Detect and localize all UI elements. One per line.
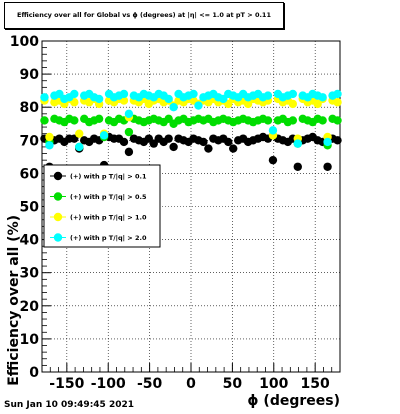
x-axis-label: ϕ (degrees) [247, 393, 340, 409]
y-tick-label: 70 [20, 133, 40, 149]
timestamp: Sun Jan 10 09:49:45 2021 [4, 400, 135, 410]
axis-ticks: 0 10 20 30 40 50 60 70 80 90 100 -150 -100 -50 0 50 100 1… [10, 34, 333, 392]
y-tick-label: 50 [20, 200, 40, 216]
data-point [333, 116, 342, 125]
y-tick-label: 90 [20, 67, 40, 83]
data-point [124, 127, 134, 137]
data-point [333, 136, 342, 145]
y-tick-label: 20 [20, 299, 40, 315]
data-point [199, 137, 208, 147]
data-point [45, 141, 54, 150]
data-point [45, 132, 54, 142]
legend-marker [53, 233, 63, 242]
legend-marker [53, 192, 63, 201]
data-point [333, 98, 342, 107]
data-point [293, 139, 302, 148]
data-point [94, 94, 104, 104]
data-points [40, 89, 342, 171]
x-tick-label: 50 [223, 376, 243, 392]
legend-marker [53, 171, 63, 181]
y-axis-label: Efficiency over all (%) [6, 215, 22, 386]
y-tick-label: 40 [20, 233, 40, 249]
x-tick-label: 150 [301, 376, 330, 392]
title-box: Efficiency over all for Global vs ϕ (deg… [4, 2, 284, 29]
data-point [323, 162, 332, 171]
legend-label: (+) with p T/|q| > 2.0 [70, 234, 147, 243]
data-point [119, 89, 129, 99]
x-tick-label: -150 [49, 376, 84, 392]
data-point [323, 137, 332, 147]
data-point [169, 142, 178, 152]
data-point [268, 126, 278, 135]
legend-label: (+) with p T/|q| > 1.0 [70, 214, 147, 223]
data-point [124, 147, 134, 157]
y-tick-label: 10 [20, 332, 40, 348]
x-tick-label: 100 [259, 376, 288, 392]
data-point [288, 89, 298, 99]
data-point [288, 116, 298, 125]
data-point [189, 89, 198, 99]
data-point [194, 101, 203, 110]
data-point [70, 89, 79, 99]
y-tick-label: 80 [20, 100, 40, 116]
data-point [293, 162, 302, 171]
data-point [204, 144, 213, 153]
legend-box [43, 164, 161, 248]
y-tick-label: 0 [29, 365, 39, 381]
data-point [40, 116, 49, 125]
data-point [94, 114, 104, 123]
chart-title: Efficiency over all for Global vs ϕ (deg… [17, 11, 271, 19]
legend-label: (+) with p T/|q| > 0.5 [70, 193, 147, 202]
data-point [288, 99, 298, 109]
data-point [318, 116, 327, 125]
data-point [263, 91, 273, 100]
data-point [164, 134, 173, 143]
data-point [229, 144, 238, 153]
data-point [40, 93, 49, 102]
data-point [169, 103, 178, 112]
legend-label: (+) with p T/|q| > 0.1 [70, 173, 147, 182]
data-point [268, 155, 278, 165]
data-point [70, 116, 79, 125]
x-tick-label: -50 [137, 376, 163, 392]
legend-marker [53, 212, 63, 222]
data-point [333, 89, 342, 99]
data-point [318, 93, 327, 102]
y-tick-label: 100 [10, 34, 39, 50]
data-point [224, 137, 233, 147]
data-point [263, 116, 273, 125]
data-point [99, 131, 109, 140]
data-point [75, 142, 84, 152]
x-tick-label: -100 [91, 376, 126, 392]
data-point [164, 94, 173, 104]
y-tick-label: 30 [20, 266, 40, 282]
y-tick-label: 60 [20, 166, 40, 182]
data-point [119, 137, 129, 147]
x-tick-label: 0 [186, 376, 196, 392]
data-point [75, 129, 84, 138]
data-point [124, 109, 134, 119]
legend: (+) with p T/|q| > 0.1 (+) with p T/|q| >… [43, 164, 161, 248]
